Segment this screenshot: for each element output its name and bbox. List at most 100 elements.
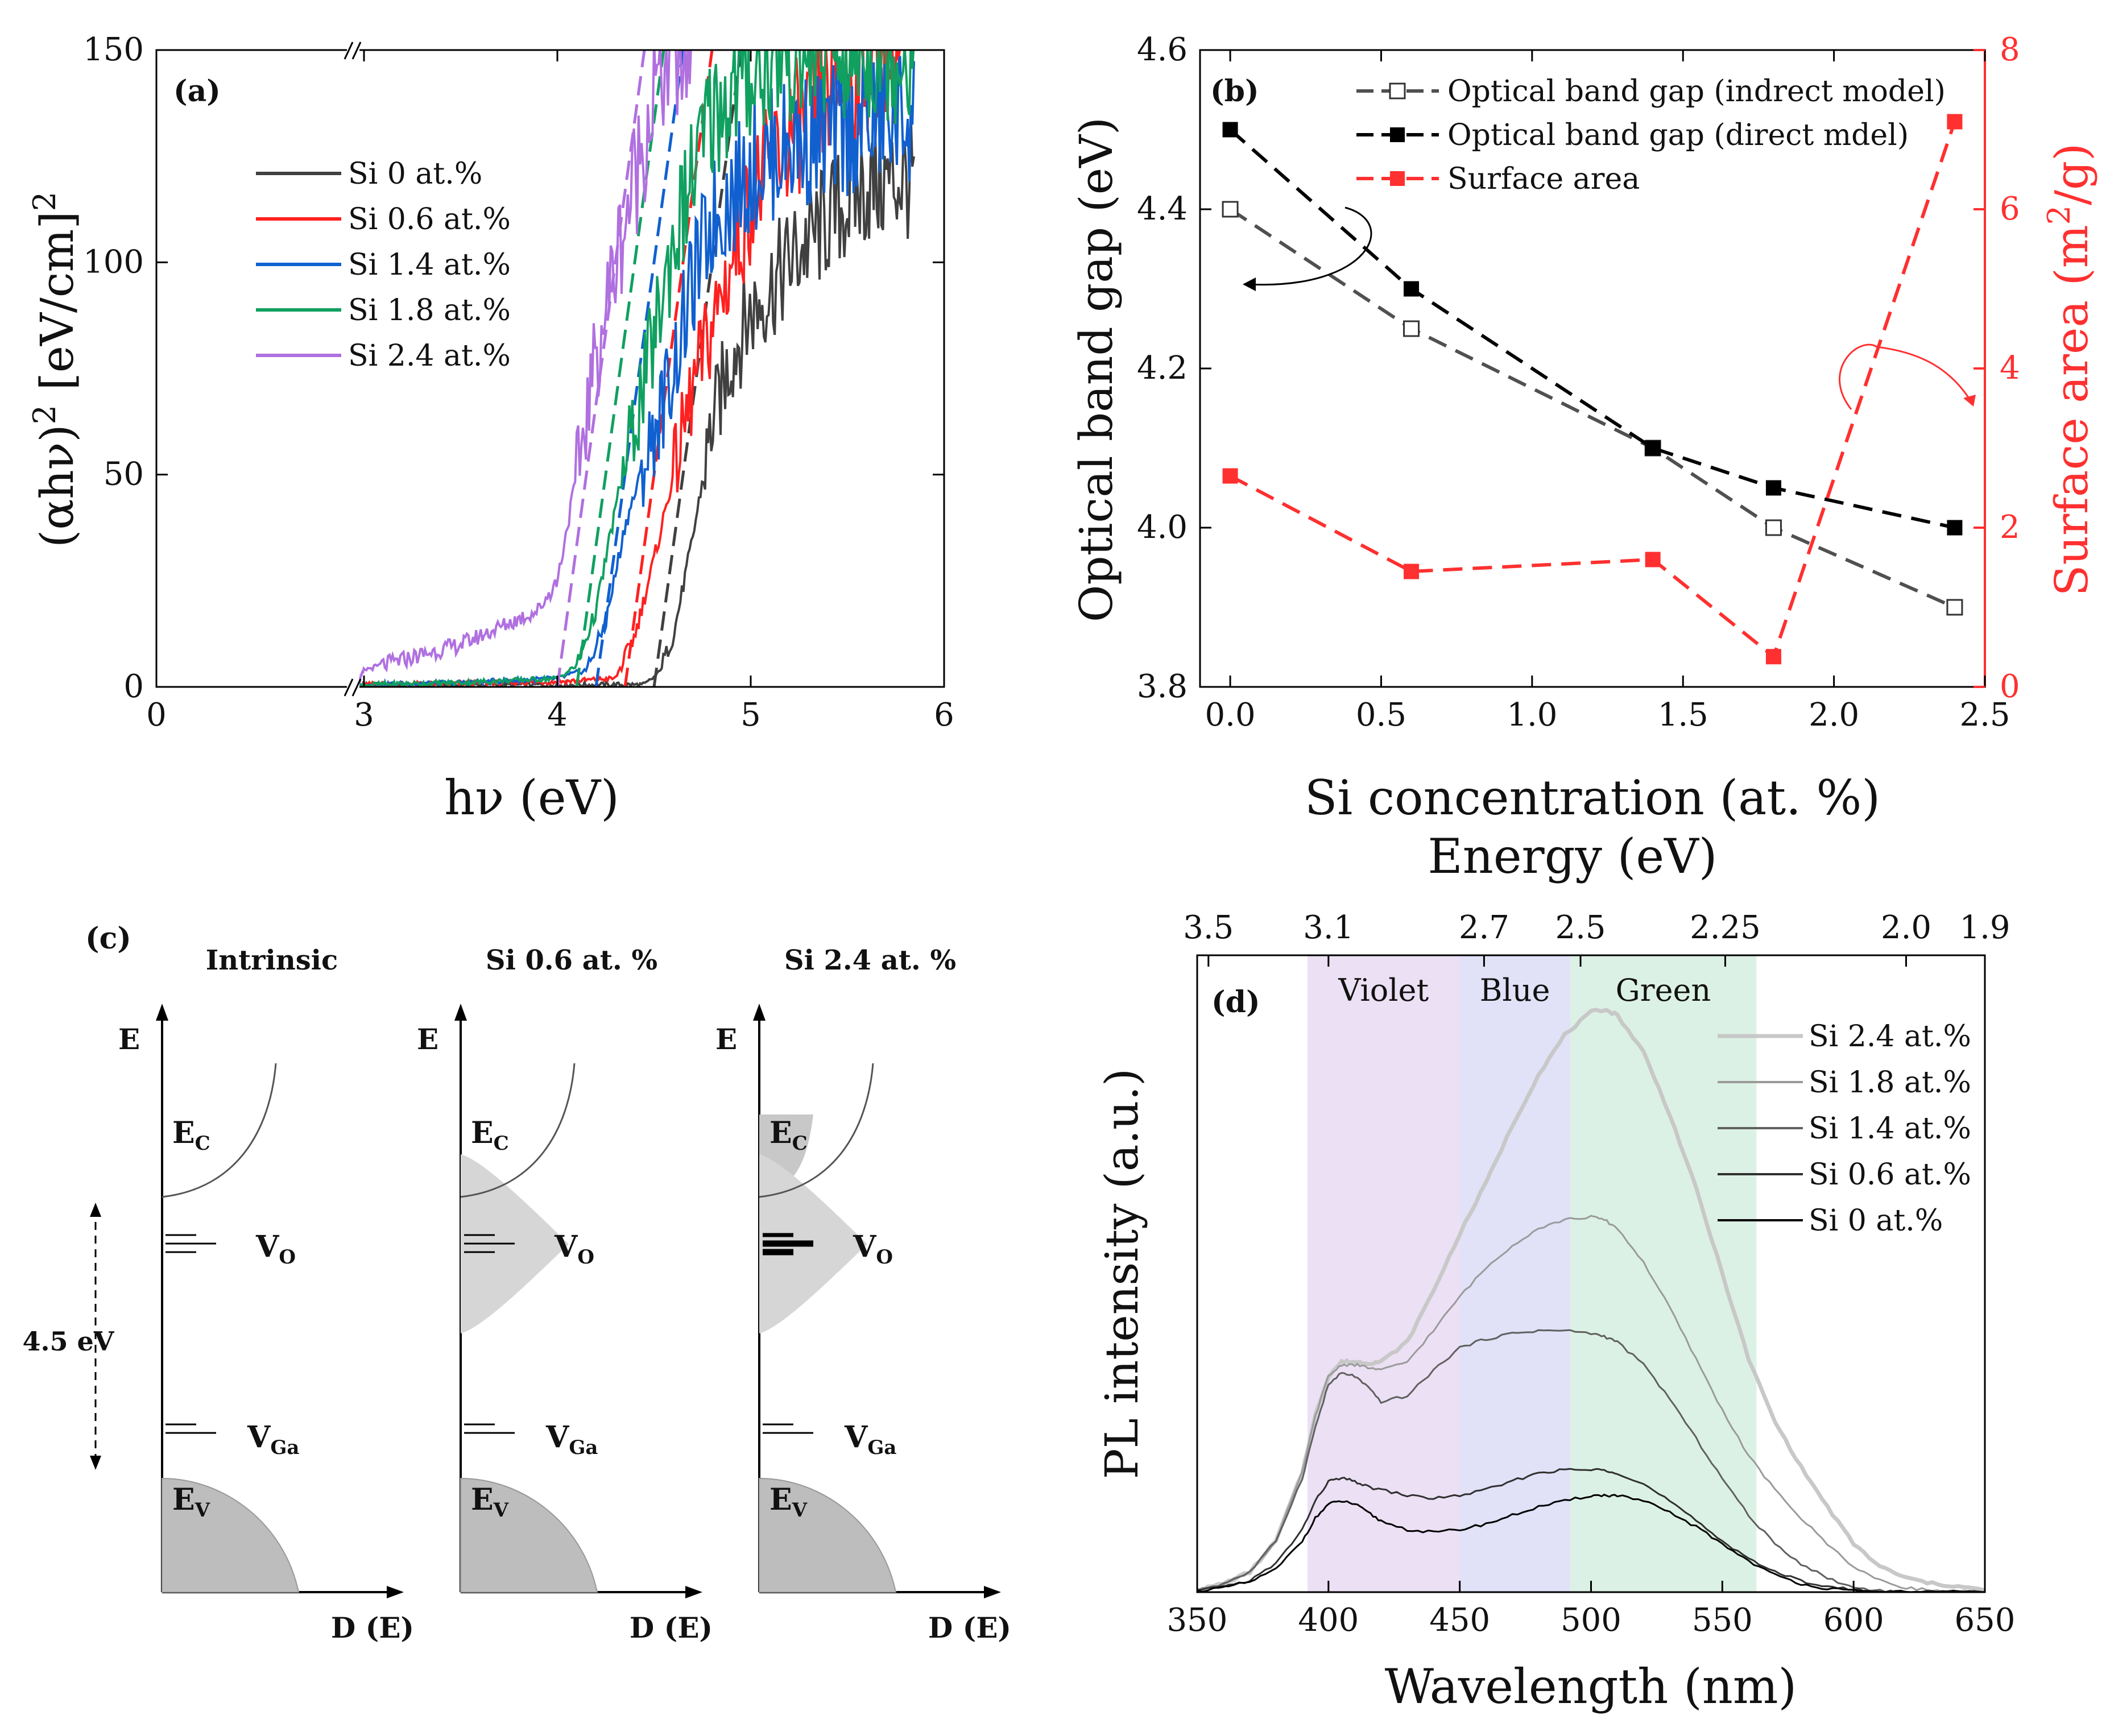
region-violet [1307,955,1460,1592]
band-gap-arrow-top [90,1203,101,1217]
y-tick-label: 4.6 [1137,31,1188,68]
panel-a-y-axis-title: (αhν)2 [eV/cm]2 [27,192,84,548]
data-point-optical-band-gap-direct-mdel- [1947,520,1963,536]
top-x-tick-label: 3.1 [1303,909,1354,946]
valence-band [162,1477,300,1593]
x-tick-label: 5 [740,697,761,734]
legend-entry: Optical band gap (indrect model) [1447,74,1946,109]
dos-axis-arrowhead [685,1586,702,1598]
vo-label: VO [255,1229,296,1269]
x-tick-label: 4 [547,697,568,734]
valence-band-subscript: V [195,1499,210,1522]
conduction-band-edge [759,1063,874,1198]
x-tick-label: 2.5 [1959,697,2010,734]
panel-a-legend: Si 0 at.% Si 0.6 at.% Si 1.4 at.% Si 1.8 at… [256,157,511,373]
x-tick-label: 500 [1561,1602,1621,1639]
energy-axis-arrowhead [156,1004,168,1021]
valence-band-subscript: V [792,1499,808,1522]
energy-axis-label: E [118,1022,140,1056]
data-point-optical-band-gap-direct-mdel- [1645,440,1661,456]
y-tick-label: 50 [104,456,144,493]
right-y-tick-label: 0 [2000,668,2020,705]
band-diagram-title: Intrinsic [206,944,338,976]
y-tick-label: 150 [83,31,144,68]
panel-d-top-x-ticks: 3.5 3.1 2.7 2.5 2.25 2.0 1.9 [1183,909,2010,967]
region-label-green: Green [1616,972,1711,1008]
region-green [1570,955,1757,1592]
panel-a-plot-area [355,50,915,687]
energy-axis-arrowhead [753,1004,766,1021]
panel-d: Violet Blue Green 350 400 450 500 550 600 650 3.… [1095,828,2015,1714]
legend-entry: Si 0.6 at.% [1809,1158,1971,1192]
band-gap-label: 4.5 eV [23,1326,115,1357]
dos-axis-arrowhead [984,1586,1001,1598]
conduction-band-label: EC [172,1116,210,1155]
axis-break-mark-bottom [344,678,362,697]
valence-band-subscript: V [493,1499,509,1522]
panel-a-frame [155,49,945,688]
top-x-tick-label: 2.25 [1690,909,1761,946]
vga-label: VGa [545,1420,598,1459]
legend-entry: Si 1.4 at.% [348,248,511,282]
dos-axis-label: D (E) [630,1611,713,1644]
x-tick-label: 350 [1167,1602,1228,1639]
conduction-band-subscript: C [494,1132,509,1155]
legend-entry: Si 1.8 at.% [348,293,511,328]
x-tick-label: 2.0 [1809,697,1859,734]
legend-entry: Si 2.4 at.% [348,339,511,373]
x-tick-label: 450 [1429,1602,1490,1639]
x-tick-label: 0 [146,697,167,734]
right-axis-pointer-arrowhead [1963,395,1976,407]
right-y-tick-label: 6 [2000,190,2020,227]
panel-b-x-ticks: 0.0 0.5 1.0 1.5 2.0 2.5 [1205,50,2010,734]
legend-entry: Surface area [1447,162,1640,196]
pl-spectrum-si-0-at- [1197,1493,1985,1593]
dos-axis-label: D (E) [928,1611,1011,1644]
vga-label: VGa [247,1420,299,1459]
fit-line-si-2-4-at- [556,50,646,687]
x-tick-label: 600 [1823,1602,1884,1639]
x-tick-label: 3 [354,697,374,734]
vga-subscript: Ga [270,1436,299,1459]
conduction-band-label: EC [769,1116,808,1155]
y-tick-label: 100 [83,243,144,280]
dos-axis-arrowhead [387,1586,404,1598]
vga-subscript: Ga [569,1436,598,1459]
energy-axis-arrowhead [454,1004,467,1021]
vo-label: VO [853,1229,893,1269]
data-point-optical-band-gap-indrect-model- [1946,599,1963,616]
y-tick-label: 4.0 [1137,509,1188,546]
series-line-optical-band-gap-direct-mdel- [1229,128,1955,529]
data-point-optical-band-gap-direct-mdel- [1404,281,1420,297]
legend-marker [1389,82,1406,100]
pl-spectrum-si-1-8-at- [1197,1215,1985,1593]
y-tick-label: 4.4 [1137,190,1188,227]
x-tick-label: 1.5 [1658,697,1708,734]
x-tick-label: 400 [1298,1602,1359,1639]
x-tick-label: 6 [934,697,954,734]
panel-d-plot-area [1197,1008,1985,1594]
panel-b-y-axis-title: Optical band gap (eV) [1070,117,1123,622]
panel-d-legend: Si 2.4 at.% Si 1.8 at.% Si 1.4 at.% Si 0.6 … [1718,1020,1971,1238]
valence-band [460,1477,598,1593]
data-point-surface-area [1765,649,1781,665]
conduction-band-label: EC [471,1116,509,1155]
legend-entry: Si 0 at.% [348,157,482,191]
region-label-blue: Blue [1480,972,1550,1008]
panel-b-right-y-axis-title: Surface area (m2/g) [2041,143,2099,596]
panel-b-right-y-ticks: 0 2 4 6 8 [1974,31,2020,705]
data-point-surface-area [1947,114,1963,130]
left-axis-pointer-arrowhead [1243,277,1256,291]
panel-a-y-ticks: 0 50 100 150 [83,31,944,705]
legend-entry: Si 0 at.% [1809,1204,1943,1238]
legend-entry: Si 1.4 at.% [1809,1112,1971,1146]
x-tick-label: 1.0 [1507,697,1557,734]
dos-axis-label: D (E) [331,1611,414,1644]
conduction-band-edge [460,1063,576,1198]
panel-d-top-x-axis-title: Energy (eV) [1428,828,1717,884]
panel-d-x-axis-title: Wavelength (nm) [1385,1659,1797,1714]
